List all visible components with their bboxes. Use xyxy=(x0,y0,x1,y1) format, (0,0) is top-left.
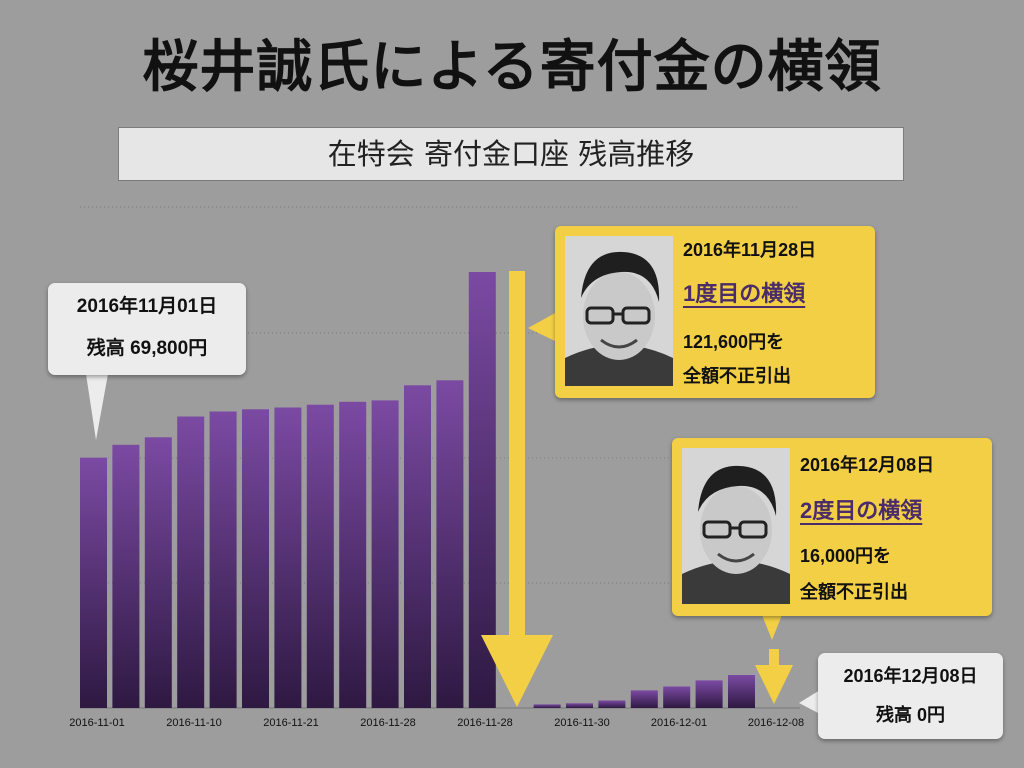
bar xyxy=(112,444,140,708)
page-title: 桜井誠氏による寄付金の横領 xyxy=(142,35,882,100)
callout-pointer xyxy=(86,374,108,440)
person-photo-icon xyxy=(565,236,673,386)
callout-note: 全額不正引出 xyxy=(683,366,791,386)
x-tick-label: 2016-11-28 xyxy=(457,717,512,729)
bar xyxy=(566,703,593,708)
x-tick-label: 2016-11-28 xyxy=(360,717,415,729)
callout-heading: 2度目の横領 xyxy=(800,498,923,523)
callout-pointer xyxy=(762,615,782,640)
x-tick-label: 2016-12-01 xyxy=(651,717,707,729)
bar xyxy=(80,457,107,708)
callout-amount: 16,000円を xyxy=(800,546,892,566)
chart-subtitle: 在特会 寄付金口座 残高推移 xyxy=(118,127,904,181)
bar xyxy=(436,380,464,708)
callout-amount: 121,600円を xyxy=(683,332,785,352)
x-tick-label: 2016-11-01 xyxy=(69,717,124,729)
down-arrow-icon xyxy=(755,649,793,704)
callout-heading: 1度目の横領 xyxy=(683,281,806,306)
bar xyxy=(242,409,269,708)
callout-balance: 残高 0円 xyxy=(875,705,945,725)
first-embezzlement-callout: 2016年11月28日 1度目の横領 121,600円を 全額不正引出 xyxy=(555,226,875,398)
bar xyxy=(598,700,626,708)
x-tick-label: 2016-12-08 xyxy=(748,717,804,729)
callout-balance: 残高 69,800円 xyxy=(86,338,208,359)
down-arrow-icon xyxy=(481,271,553,707)
callout-pointer xyxy=(799,690,820,714)
bar xyxy=(630,690,658,708)
second-embezzlement-callout: 2016年12月08日 2度目の横領 16,000円を 全額不正引出 xyxy=(672,438,992,616)
callout-note: 全額不正引出 xyxy=(800,582,908,602)
x-tick-label: 2016-11-21 xyxy=(263,717,318,729)
start-balance-callout: 2016年11月01日 残高 69,800円 xyxy=(48,283,246,375)
bar xyxy=(209,411,237,708)
callout-date: 2016年12月08日 xyxy=(843,666,978,686)
bar xyxy=(371,400,399,708)
bar xyxy=(306,404,334,708)
bar xyxy=(663,686,691,708)
x-tick-label: 2016-11-10 xyxy=(166,717,221,729)
callout-date: 2016年11月28日 xyxy=(683,240,817,260)
callout-date: 2016年12月08日 xyxy=(800,455,935,475)
bar xyxy=(274,407,302,708)
callout-pointer xyxy=(528,312,557,342)
x-tick-label: 2016-11-30 xyxy=(554,717,609,729)
bar xyxy=(533,704,561,708)
bar xyxy=(144,437,172,708)
bar xyxy=(728,675,755,708)
bar xyxy=(404,385,431,708)
bar xyxy=(339,401,367,708)
bar xyxy=(177,416,205,708)
end-balance-callout: 2016年12月08日 残高 0円 xyxy=(818,653,1003,739)
bar xyxy=(695,680,723,708)
callout-date: 2016年11月01日 xyxy=(76,296,218,317)
person-photo-icon xyxy=(682,448,790,604)
